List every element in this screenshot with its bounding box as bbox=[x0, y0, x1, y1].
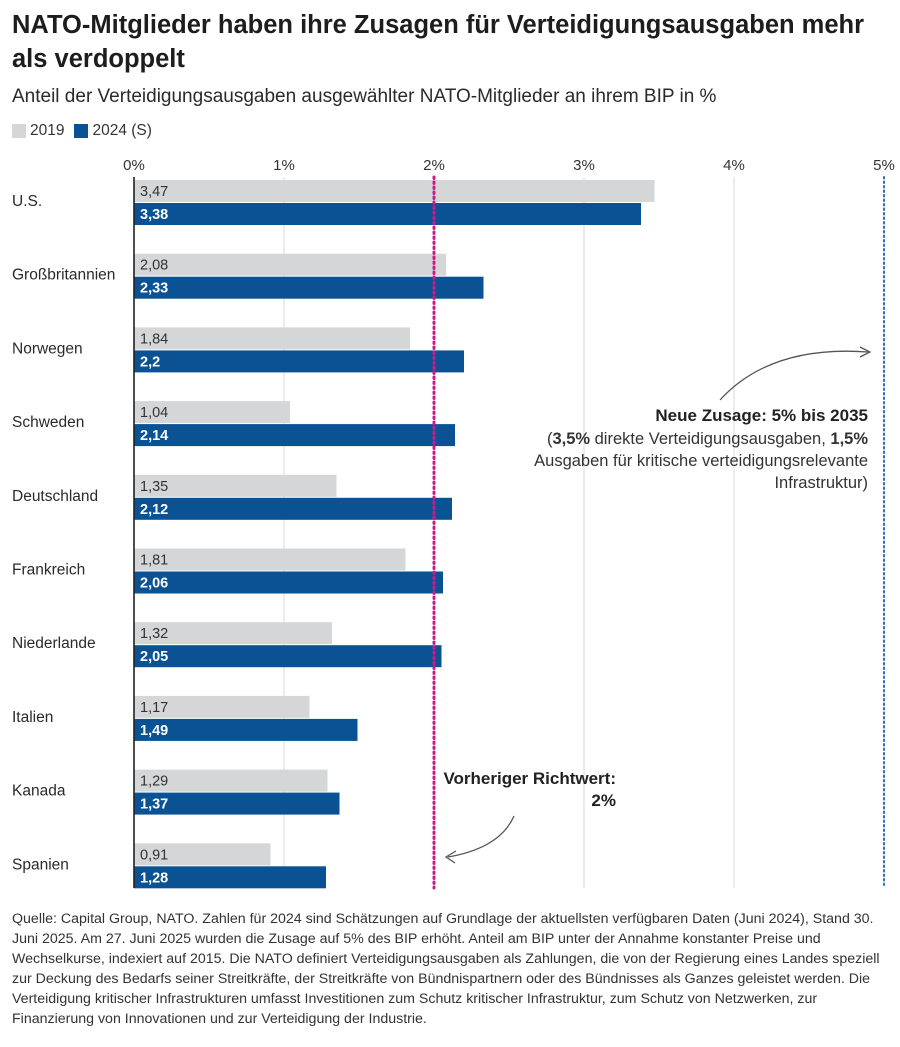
bar-chart: 0% 1% 2% 3% 4% 5% U.S. 3,47 3,38 Großbritannien 2,… bbox=[12, 157, 895, 890]
chart-subtitle: Anteil der Verteidigungsausgaben ausgewä… bbox=[12, 86, 717, 107]
bar-2024 bbox=[134, 866, 326, 889]
x-tick-label: 5% bbox=[873, 157, 895, 174]
value-label-2019: 1,81 bbox=[140, 553, 168, 569]
category-label: Norwegen bbox=[12, 340, 83, 357]
value-label-2019: 1,17 bbox=[140, 700, 168, 716]
category-label: Spanien bbox=[12, 856, 69, 873]
annotation-arrow-2pct bbox=[447, 815, 515, 858]
legend-item-2019: 2019 bbox=[12, 122, 64, 140]
value-label-2024: 2,12 bbox=[140, 502, 168, 518]
bar-2019 bbox=[134, 253, 446, 276]
bar-2024 bbox=[134, 571, 443, 594]
source-footnote: Quelle: Capital Group, NATO. Zahlen für … bbox=[12, 911, 880, 1027]
bar-2019 bbox=[134, 843, 271, 866]
chart-title: NATO-Mitglieder haben ihre Zusagen für V… bbox=[12, 11, 865, 73]
legend: 2019 2024 (S) bbox=[12, 121, 162, 141]
value-label-2019: 1,35 bbox=[140, 479, 168, 495]
value-label-2024: 1,37 bbox=[140, 797, 168, 813]
annotation-arrowhead-2pct bbox=[444, 850, 457, 864]
legend-swatch-2024 bbox=[74, 124, 89, 138]
value-label-2019: 3,47 bbox=[140, 184, 168, 200]
bar-2024 bbox=[134, 424, 455, 447]
x-tick-label: 4% bbox=[723, 157, 745, 174]
x-tick-label: 1% bbox=[273, 157, 295, 174]
legend-swatch-2019 bbox=[12, 124, 26, 138]
bar-2024 bbox=[134, 497, 452, 520]
bar-2024 bbox=[134, 718, 358, 741]
value-label-2024: 2,06 bbox=[140, 576, 168, 592]
value-label-2024: 1,49 bbox=[140, 723, 168, 739]
value-label-2019: 1,04 bbox=[140, 405, 168, 421]
x-tick-label: 0% bbox=[123, 157, 145, 174]
value-label-2019: 1,29 bbox=[140, 774, 168, 790]
bar-2019 bbox=[134, 401, 290, 424]
bar-2024 bbox=[134, 792, 340, 815]
annotation-new-commitment-line3: Ausgaben für kritische verteidigungsrele… bbox=[534, 452, 868, 470]
annotation-previous-target-line1: Vorheriger Richtwert: bbox=[443, 769, 616, 788]
bar-2024 bbox=[134, 203, 641, 225]
bar-2019 bbox=[134, 327, 410, 350]
legend-label-2024: 2024 (S) bbox=[92, 122, 152, 139]
bar-2024 bbox=[134, 350, 464, 373]
annotation-arrowhead-5pct bbox=[859, 346, 872, 358]
bar-2019 bbox=[134, 622, 332, 645]
value-label-2024: 2,2 bbox=[140, 354, 160, 370]
bar-2019 bbox=[134, 695, 310, 718]
value-label-2024: 1,28 bbox=[140, 870, 168, 886]
bar-2019 bbox=[134, 548, 406, 571]
annotation-new-commitment-line4: Infrastruktur) bbox=[774, 474, 868, 492]
value-label-2019: 0,91 bbox=[140, 847, 168, 863]
bar-2019 bbox=[134, 474, 337, 497]
category-label: Niederlande bbox=[12, 635, 96, 652]
legend-label-2019: 2019 bbox=[30, 122, 65, 139]
value-label-2024: 2,33 bbox=[140, 281, 168, 297]
annotation-previous-target-line2: 2% bbox=[591, 791, 616, 810]
x-tick-label: 2% bbox=[423, 157, 445, 174]
bar-2024 bbox=[134, 276, 484, 299]
value-label-2024: 2,14 bbox=[140, 428, 168, 444]
annotation-new-commitment-heading: Neue Zusage: 5% bis 2035 bbox=[655, 406, 868, 425]
category-label: Großbritannien bbox=[12, 267, 115, 284]
annotation-arrow-5pct bbox=[719, 350, 869, 401]
x-tick-label: 3% bbox=[573, 157, 595, 174]
bar-2019 bbox=[134, 769, 328, 792]
legend-item-2024: 2024 (S) bbox=[74, 122, 152, 140]
category-label: Schweden bbox=[12, 414, 84, 431]
bar-2019 bbox=[134, 180, 655, 202]
value-label-2019: 1,32 bbox=[140, 626, 168, 642]
category-label: Kanada bbox=[12, 783, 66, 800]
value-label-2019: 2,08 bbox=[140, 258, 168, 274]
category-label: U.S. bbox=[12, 193, 42, 210]
value-label-2019: 1,84 bbox=[140, 331, 168, 347]
annotation-new-commitment-line2: (3,5% direkte Verteidigungsausgaben, 1,5… bbox=[547, 430, 868, 448]
category-label: Frankreich bbox=[12, 562, 85, 579]
bar-2024 bbox=[134, 645, 442, 668]
category-label: Italien bbox=[12, 709, 53, 726]
value-label-2024: 2,05 bbox=[140, 649, 168, 665]
category-label: Deutschland bbox=[12, 488, 98, 505]
value-label-2024: 3,38 bbox=[140, 207, 168, 223]
